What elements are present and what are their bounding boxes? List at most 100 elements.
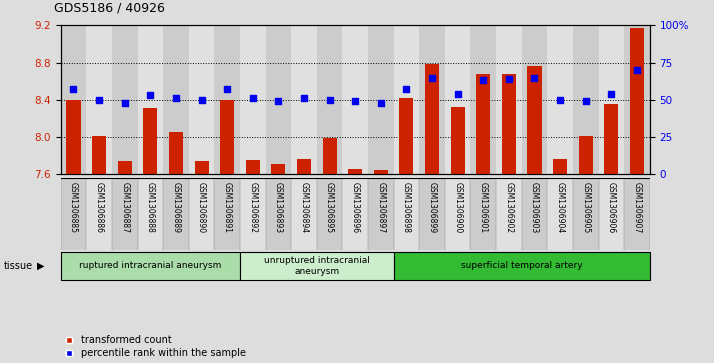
Bar (374, 170, 388, 174)
Text: GSM1306900: GSM1306900 (453, 182, 462, 233)
Bar (496, 25, 522, 174)
Text: tissue: tissue (4, 261, 33, 271)
Text: GSM1306902: GSM1306902 (504, 182, 513, 233)
Point (401, 86, 412, 92)
Point (221, 86, 233, 92)
Text: GSM1306897: GSM1306897 (376, 182, 386, 233)
Bar (573, 25, 598, 174)
Bar (553, 159, 567, 174)
Bar (598, 25, 624, 174)
Bar (240, 178, 266, 250)
Text: GSM1306901: GSM1306901 (479, 182, 488, 233)
Point (580, 98, 591, 104)
Bar (445, 178, 471, 250)
Point (94, 97, 105, 103)
Bar (266, 178, 291, 250)
Point (631, 67, 643, 73)
Bar (419, 178, 445, 250)
Point (554, 97, 565, 103)
Text: GSM1306898: GSM1306898 (402, 182, 411, 232)
Bar (188, 178, 214, 250)
Bar (573, 178, 598, 250)
FancyBboxPatch shape (240, 252, 393, 280)
FancyBboxPatch shape (393, 252, 650, 280)
Text: unruptured intracranial
aneurysm: unruptured intracranial aneurysm (264, 256, 370, 276)
Point (605, 91, 617, 97)
Bar (291, 25, 317, 174)
Point (426, 75, 438, 81)
Bar (399, 98, 413, 174)
Bar (548, 178, 573, 250)
Bar (522, 25, 548, 174)
Point (349, 98, 361, 104)
Bar (214, 178, 240, 250)
Bar (214, 25, 240, 174)
Bar (61, 178, 86, 250)
Bar (317, 178, 343, 250)
Text: GSM1306899: GSM1306899 (428, 182, 436, 233)
Bar (266, 25, 291, 174)
Bar (246, 160, 260, 174)
Bar (66, 100, 81, 174)
Bar (291, 178, 317, 250)
Bar (240, 25, 266, 174)
Point (170, 95, 181, 101)
Point (273, 98, 284, 104)
Point (298, 95, 310, 101)
Text: GSM1306889: GSM1306889 (171, 182, 181, 232)
Bar (604, 105, 618, 174)
Text: GSM1306885: GSM1306885 (69, 182, 78, 232)
Point (145, 93, 156, 98)
Bar (548, 25, 573, 174)
Point (247, 95, 258, 101)
Bar (522, 178, 548, 250)
Bar (138, 178, 163, 250)
FancyBboxPatch shape (61, 252, 240, 280)
Bar (496, 178, 522, 250)
Text: GSM1306895: GSM1306895 (325, 182, 334, 233)
Point (324, 97, 336, 103)
Text: GSM1306903: GSM1306903 (530, 182, 539, 233)
Text: GDS5186 / 40926: GDS5186 / 40926 (54, 1, 164, 15)
Bar (451, 107, 465, 174)
Bar (144, 108, 157, 174)
Text: GSM1306893: GSM1306893 (274, 182, 283, 233)
Point (119, 100, 131, 106)
Bar (578, 136, 593, 174)
Bar (343, 178, 368, 250)
Text: GSM1306894: GSM1306894 (299, 182, 308, 233)
Bar (317, 25, 343, 174)
Bar (348, 169, 362, 174)
Bar (343, 25, 368, 174)
Bar (393, 178, 419, 250)
Bar (624, 25, 650, 174)
Bar (323, 138, 336, 174)
Text: GSM1306906: GSM1306906 (607, 182, 615, 233)
Text: superficial temporal artery: superficial temporal artery (461, 261, 583, 270)
Bar (220, 100, 234, 174)
Bar (393, 25, 419, 174)
Text: GSM1306890: GSM1306890 (197, 182, 206, 233)
Text: GSM1306887: GSM1306887 (120, 182, 129, 232)
Bar (297, 159, 311, 174)
Text: GSM1306904: GSM1306904 (555, 182, 565, 233)
Point (196, 97, 207, 103)
Bar (271, 164, 286, 174)
Bar (528, 66, 541, 174)
Text: GSM1306891: GSM1306891 (223, 182, 231, 232)
Bar (86, 25, 112, 174)
Bar (419, 25, 445, 174)
Text: GSM1306905: GSM1306905 (581, 182, 590, 233)
Bar (624, 178, 650, 250)
Point (529, 75, 540, 81)
Text: GSM1306888: GSM1306888 (146, 182, 155, 232)
Bar (112, 25, 138, 174)
Bar (445, 25, 471, 174)
Bar (471, 178, 496, 250)
Bar (61, 25, 86, 174)
Bar (163, 178, 188, 250)
Bar (138, 25, 163, 174)
Bar (163, 25, 188, 174)
Point (503, 76, 515, 82)
Bar (630, 28, 644, 174)
